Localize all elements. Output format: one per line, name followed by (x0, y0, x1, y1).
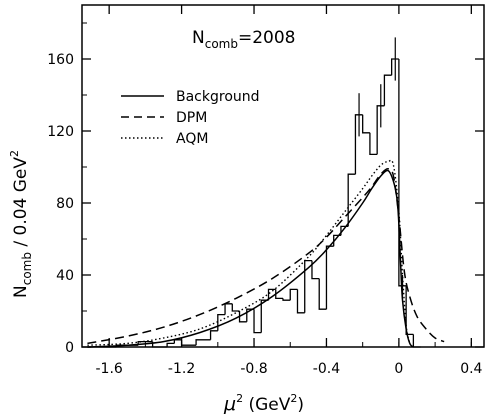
histogram-bin (369, 132, 378, 156)
legend: Background DPM AQM (121, 89, 260, 147)
histogram-bin (275, 289, 283, 300)
series-line-aqm (87, 159, 411, 346)
histogram-bin (318, 278, 327, 310)
y-axis-title-tail: / 0.04 GeV (11, 157, 31, 252)
histogram-bin (347, 173, 356, 227)
histogram-bin (173, 339, 182, 344)
histogram-bin (260, 299, 269, 333)
x-tick-label: -1.6 (95, 361, 122, 377)
x-tick-label: -1.2 (168, 361, 195, 377)
histogram-bin (412, 334, 421, 348)
series-layer (87, 159, 445, 348)
annotation-tail: =2008 (238, 28, 296, 48)
y-tick-label: 80 (56, 196, 74, 212)
histogram-bin (376, 105, 385, 155)
x-tick-label: 0.4 (460, 361, 482, 377)
histogram-bin (296, 289, 305, 314)
x-tick-label: -0.4 (313, 361, 340, 377)
tick-layer: -1.6 -1.2 -0.8 -0.4 0 0.4 0 40 80 120 160 (47, 5, 484, 377)
legend-label-aqm: AQM (176, 131, 208, 147)
y-tick-label: 120 (47, 124, 74, 140)
annotation-label: Ncomb=2008 (192, 28, 295, 51)
x-axis-title-close: ) (297, 395, 304, 415)
histogram-bin (253, 309, 262, 334)
x-axis-title-main: μ (223, 393, 236, 415)
legend-label-dpm: DPM (176, 110, 207, 126)
x-axis-title-sup: 2 (236, 392, 243, 405)
y-axis-title-sup: 2 (8, 150, 21, 157)
y-tick-label: 160 (47, 52, 74, 68)
plot-frame (81, 4, 485, 348)
histogram-bin (238, 311, 247, 323)
annotation-main: N (192, 28, 205, 48)
y-axis-title-main: N (11, 285, 31, 298)
histogram-bin (311, 260, 320, 280)
x-axis-title: μ2 (GeV2) (223, 392, 304, 415)
histogram-bin (217, 313, 226, 331)
x-tick-label: 0 (394, 361, 403, 377)
x-axis-title-sup2: 2 (290, 392, 297, 405)
x-tick-label: -0.8 (240, 361, 267, 377)
series-line-dpm (87, 168, 445, 345)
histogram-bin (166, 342, 175, 347)
y-axis-title-sub: comb (20, 252, 34, 285)
y-tick-label: 40 (56, 268, 74, 284)
legend-label-background: Background (176, 89, 260, 105)
histogram-bin (195, 339, 211, 346)
histogram-bin (282, 298, 291, 301)
x-axis-title-tail: (GeV (243, 395, 291, 415)
histogram-bin (231, 303, 240, 312)
y-axis-title: Ncomb / 0.04 GeV2 (8, 150, 34, 298)
histogram-bin (289, 288, 298, 301)
series-line-background (87, 169, 414, 348)
histogram-bin (267, 288, 276, 301)
histogram-layer (87, 37, 421, 348)
histogram-bin (224, 303, 233, 315)
histogram-bin (354, 114, 363, 175)
annotation-sub: comb (205, 37, 238, 51)
histogram-bin (209, 330, 218, 340)
histogram-bin (362, 114, 370, 134)
histogram-bin (383, 74, 392, 106)
histogram-bin (325, 245, 334, 310)
y-tick-label: 0 (65, 340, 74, 356)
histogram-bin (180, 339, 197, 346)
histogram-bin (405, 285, 414, 336)
histogram-bin (390, 58, 399, 76)
